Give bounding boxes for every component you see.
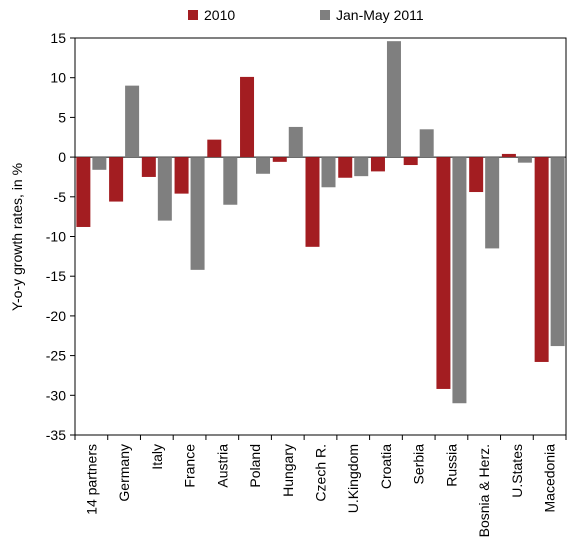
bar-jan-may-2011 xyxy=(452,157,467,404)
bar-jan-may-2011 xyxy=(550,157,565,347)
bar-jan-may-2011 xyxy=(517,157,532,163)
bar-2010 xyxy=(534,157,549,362)
bar-jan-may-2011 xyxy=(321,157,336,188)
x-tick-label: U.States xyxy=(509,444,525,498)
y-tick-label: 5 xyxy=(58,109,66,125)
bar-2010 xyxy=(240,76,255,158)
bar-2010 xyxy=(207,139,222,158)
y-tick-label: -15 xyxy=(46,268,66,284)
x-tick-label: Serbia xyxy=(411,444,427,485)
bar-2010 xyxy=(272,157,287,162)
bar-2010 xyxy=(370,157,385,172)
bar-2010 xyxy=(338,157,353,178)
x-tick-label: U.Kingdom xyxy=(345,444,361,513)
y-tick-label: -35 xyxy=(46,427,66,443)
bar-jan-may-2011 xyxy=(223,157,238,205)
x-tick-label: Bosnia & Herz. xyxy=(476,444,492,537)
x-tick-label: Germany xyxy=(116,444,132,502)
x-tick-label: Czech R. xyxy=(313,444,329,502)
y-tick-label: -20 xyxy=(46,308,66,324)
x-tick-label: Austria xyxy=(214,444,230,488)
x-tick-label: Macedonia xyxy=(542,444,558,513)
bar-jan-may-2011 xyxy=(288,126,303,158)
bar-jan-may-2011 xyxy=(386,41,401,158)
plot-frame xyxy=(74,37,567,436)
bar-2010 xyxy=(305,157,320,247)
y-tick-label: -25 xyxy=(46,348,66,364)
bar-2010 xyxy=(403,157,418,166)
y-tick-label: -30 xyxy=(46,387,66,403)
x-tick-label: 14 partners xyxy=(83,444,99,515)
bar-jan-may-2011 xyxy=(256,157,271,174)
bars xyxy=(76,41,565,404)
bar-2010 xyxy=(501,153,516,158)
x-tick-label: Russia xyxy=(443,444,459,487)
legend-label: 2010 xyxy=(204,7,235,23)
bar-jan-may-2011 xyxy=(92,157,107,170)
y-tick-label: -10 xyxy=(46,229,66,245)
x-tick-label: Italy xyxy=(149,444,165,470)
bar-jan-may-2011 xyxy=(125,85,140,158)
bar-2010 xyxy=(76,157,91,227)
bar-jan-may-2011 xyxy=(157,157,172,221)
bar-jan-may-2011 xyxy=(190,157,205,270)
x-tick-label: Poland xyxy=(247,444,263,488)
x-tick-label: Hungary xyxy=(280,444,296,497)
bar-jan-may-2011 xyxy=(419,129,434,158)
bar-2010 xyxy=(436,157,451,389)
y-tick-label: 0 xyxy=(58,149,66,165)
y-tick-label: 10 xyxy=(50,70,66,86)
legend: 2010 Jan-May 2011 xyxy=(188,7,424,23)
y-axis-label: Y-o-y growth rates, in % xyxy=(9,163,25,311)
legend-swatch xyxy=(188,10,198,20)
bar-jan-may-2011 xyxy=(485,157,500,249)
bar-2010 xyxy=(141,157,156,177)
bar-jan-may-2011 xyxy=(354,157,369,177)
bar-2010 xyxy=(174,157,189,194)
legend-label: Jan-May 2011 xyxy=(336,7,424,23)
y-tick-label: 15 xyxy=(50,30,66,46)
y-axis: 15 10 5 0 -5 -10 -15 -20 -25 -30 -35 xyxy=(46,30,566,443)
legend-swatch xyxy=(320,10,330,20)
x-axis: 14 partners Germany Italy France Austria Pola… xyxy=(74,435,567,537)
x-tick-label: France xyxy=(182,444,198,488)
y-tick-label: -5 xyxy=(54,189,67,205)
bar-2010 xyxy=(109,157,124,202)
x-tick-label: Croatia xyxy=(378,444,394,489)
bar-2010 xyxy=(469,157,484,193)
